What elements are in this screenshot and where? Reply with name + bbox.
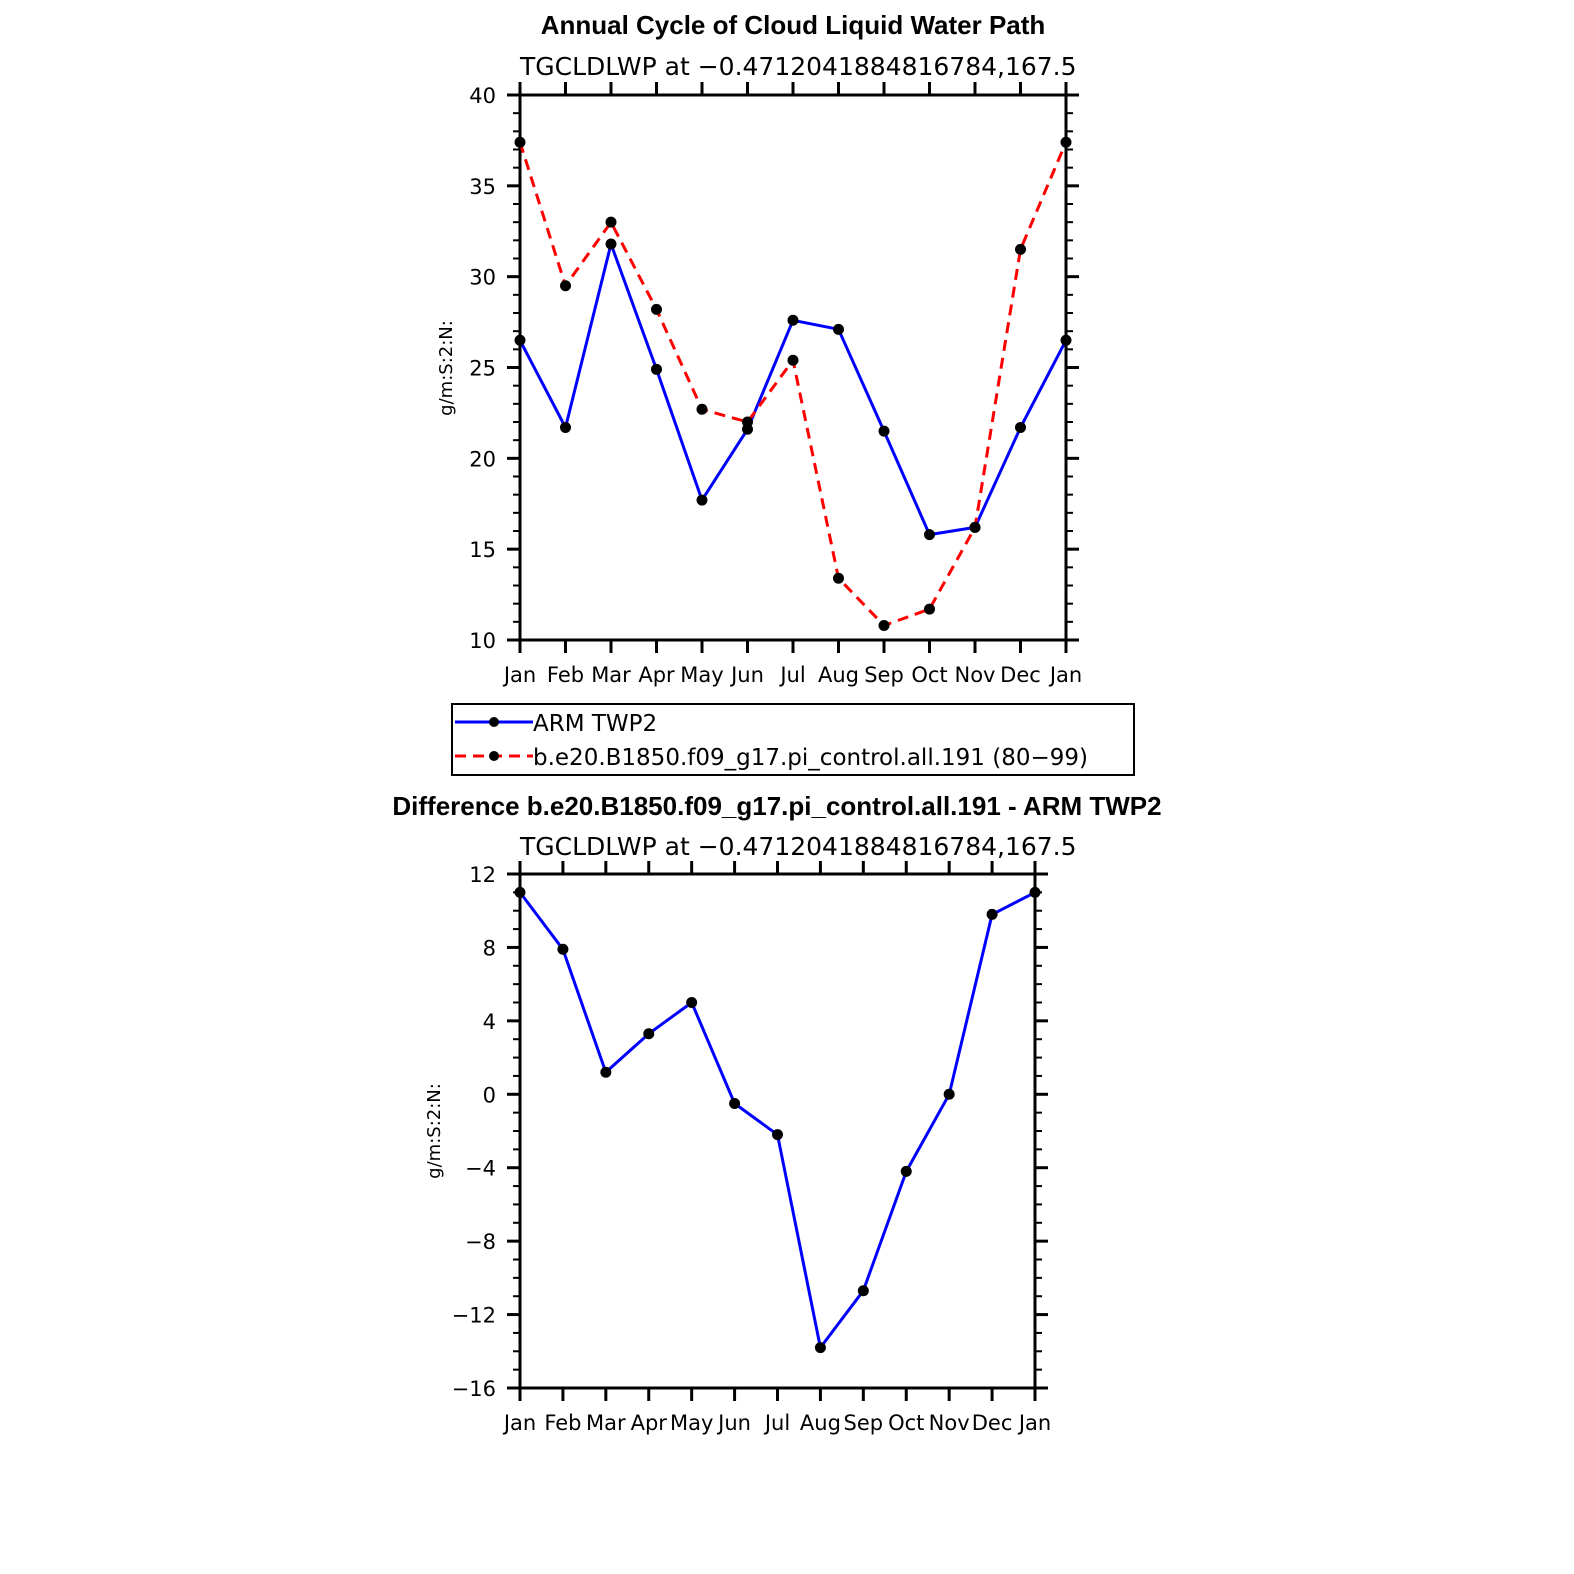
top-y-tick-label: 10 <box>469 629 496 653</box>
top-x-tick-label: Sep <box>864 663 904 687</box>
legend-label-model: b.e20.B1850.f09_g17.pi_control.all.191 (… <box>533 745 1088 771</box>
top-series-0-point <box>878 425 890 437</box>
top-series-1-point <box>1060 136 1072 148</box>
top-series-1-point <box>878 619 890 631</box>
top-series-0-point <box>787 314 799 326</box>
bottom-x-tick-label: Sep <box>844 1411 884 1435</box>
top-series-0-point <box>605 238 617 250</box>
top-x-tick-label: May <box>680 663 723 687</box>
bottom-x-tick-label: May <box>670 1411 713 1435</box>
top-x-tick-label: Dec <box>1000 663 1041 687</box>
bottom-y-tick-label: 8 <box>483 936 496 960</box>
bottom-y-tick-label: 0 <box>483 1083 496 1107</box>
bottom-series-0-point <box>900 1165 912 1177</box>
top-x-tick-label: Jan <box>502 663 536 687</box>
bottom-series-line-0 <box>518 891 1036 1350</box>
bottom-series-0-point <box>857 1285 869 1297</box>
bottom-y-tick-label: −12 <box>452 1304 496 1328</box>
top-series-0-point <box>1015 421 1026 433</box>
bottom-x-tick-label: Aug <box>800 1411 841 1435</box>
top-series-line-1 <box>518 141 1068 627</box>
bottom-y-tick-label: 12 <box>469 863 496 887</box>
bottom-chart-subtitle: TGCLDLWP at −0.4712041884816784,167.5 <box>519 832 1077 861</box>
bottom-series-0-point <box>514 886 526 898</box>
bottom-x-tick-label: Mar <box>586 1411 626 1435</box>
top-series-0-point <box>833 323 844 335</box>
top-series-0-point <box>560 421 571 433</box>
top-chart-subtitle: TGCLDLWP at −0.4712041884816784,167.5 <box>519 52 1077 81</box>
legend-box <box>451 703 1135 776</box>
top-y-tick-label: 40 <box>469 84 496 108</box>
bottom-x-tick-label: Jun <box>716 1411 751 1435</box>
top-series-1-point <box>1015 243 1026 255</box>
bottom-x-tick-label: Nov <box>929 1411 970 1435</box>
top-y-tick-label: 25 <box>469 357 496 381</box>
bottom-x-tick-label: Apr <box>631 1411 668 1435</box>
top-x-tick-label: Feb <box>547 663 584 687</box>
top-series-0-point <box>1060 334 1072 346</box>
top-series-1-point <box>742 416 753 428</box>
top-series-1-point <box>969 521 981 533</box>
top-x-tick-label: Jan <box>1048 663 1082 687</box>
top-x-tick-label: Apr <box>638 663 675 687</box>
top-chart-title: Annual Cycle of Cloud Liquid Water Path <box>541 10 1046 40</box>
bottom-series-0-point <box>557 943 569 955</box>
bottom-series-0-point <box>814 1342 826 1354</box>
top-series-1-point <box>514 136 526 148</box>
bottom-y-tick-label: 4 <box>483 1010 496 1034</box>
bottom-x-tick-label: Jul <box>763 1411 790 1435</box>
top-x-tick-label: Jun <box>729 663 764 687</box>
bottom-chart-ylabel: g/m:S:2:N: <box>424 1083 445 1179</box>
top-series-line-0 <box>518 242 1068 537</box>
bottom-series-0-point <box>686 997 698 1008</box>
legend: ARM TWP2 b.e20.B1850.f09_g17.pi_control.… <box>451 703 1135 776</box>
legend-label-arm: ARM TWP2 <box>533 711 657 737</box>
bottom-series-0-point <box>729 1097 741 1109</box>
top-x-tick-label: Mar <box>591 663 631 687</box>
top-series-1-point <box>696 403 708 415</box>
top-y-tick-label: 20 <box>469 447 496 471</box>
top-series-0-point <box>696 494 708 506</box>
legend-marker-model <box>489 751 499 761</box>
bottom-y-tick-label: −8 <box>465 1230 496 1254</box>
bottom-series-0-point <box>600 1066 612 1078</box>
top-series-1-point <box>651 303 662 315</box>
legend-marker-arm <box>489 717 499 727</box>
bottom-x-tick-label: Oct <box>888 1411 924 1435</box>
bottom-chart-panel: Jan Feb Mar Apr May Jun Jul Aug Sep Oct Nov Dec Jan−… <box>452 861 1051 1435</box>
top-x-tick-label: Jul <box>778 663 805 687</box>
top-y-tick-label: 35 <box>469 175 496 199</box>
top-series-1-point <box>833 572 844 584</box>
bottom-y-tick-label: −4 <box>465 1157 496 1181</box>
bottom-x-tick-label: Feb <box>544 1411 581 1435</box>
top-y-tick-label: 15 <box>469 538 496 562</box>
top-chart-ylabel: g/m:S:2:N: <box>436 320 457 416</box>
top-y-tick-label: 30 <box>469 266 496 290</box>
bottom-series-0-point <box>943 1088 955 1100</box>
bottom-x-tick-label: Dec <box>972 1411 1013 1435</box>
bottom-x-tick-label: Jan <box>1017 1411 1051 1435</box>
top-chart-panel: Jan Feb Mar Apr May Jun Jul Aug Sep Oct Nov Dec Jan1… <box>469 82 1082 687</box>
top-series-1-point <box>605 216 617 228</box>
top-series-0-point <box>924 529 935 541</box>
top-x-tick-label: Oct <box>911 663 947 687</box>
bottom-series-0-point <box>772 1129 783 1141</box>
bottom-series-0-point <box>986 908 998 920</box>
top-x-tick-label: Nov <box>955 663 996 687</box>
bottom-x-tick-label: Jan <box>502 1411 536 1435</box>
top-series-1-point <box>787 354 799 366</box>
top-series-1-point <box>560 280 571 292</box>
top-x-tick-label: Aug <box>818 663 859 687</box>
bottom-y-tick-label: −16 <box>452 1377 496 1401</box>
top-series-1-point <box>924 603 935 615</box>
top-series-0-point <box>651 363 662 375</box>
bottom-series-0-point <box>1029 886 1041 898</box>
bottom-chart-title: Difference b.e20.B1850.f09_g17.pi_contro… <box>392 791 1161 821</box>
top-series-0-point <box>514 334 526 346</box>
bottom-series-0-point <box>643 1028 655 1040</box>
